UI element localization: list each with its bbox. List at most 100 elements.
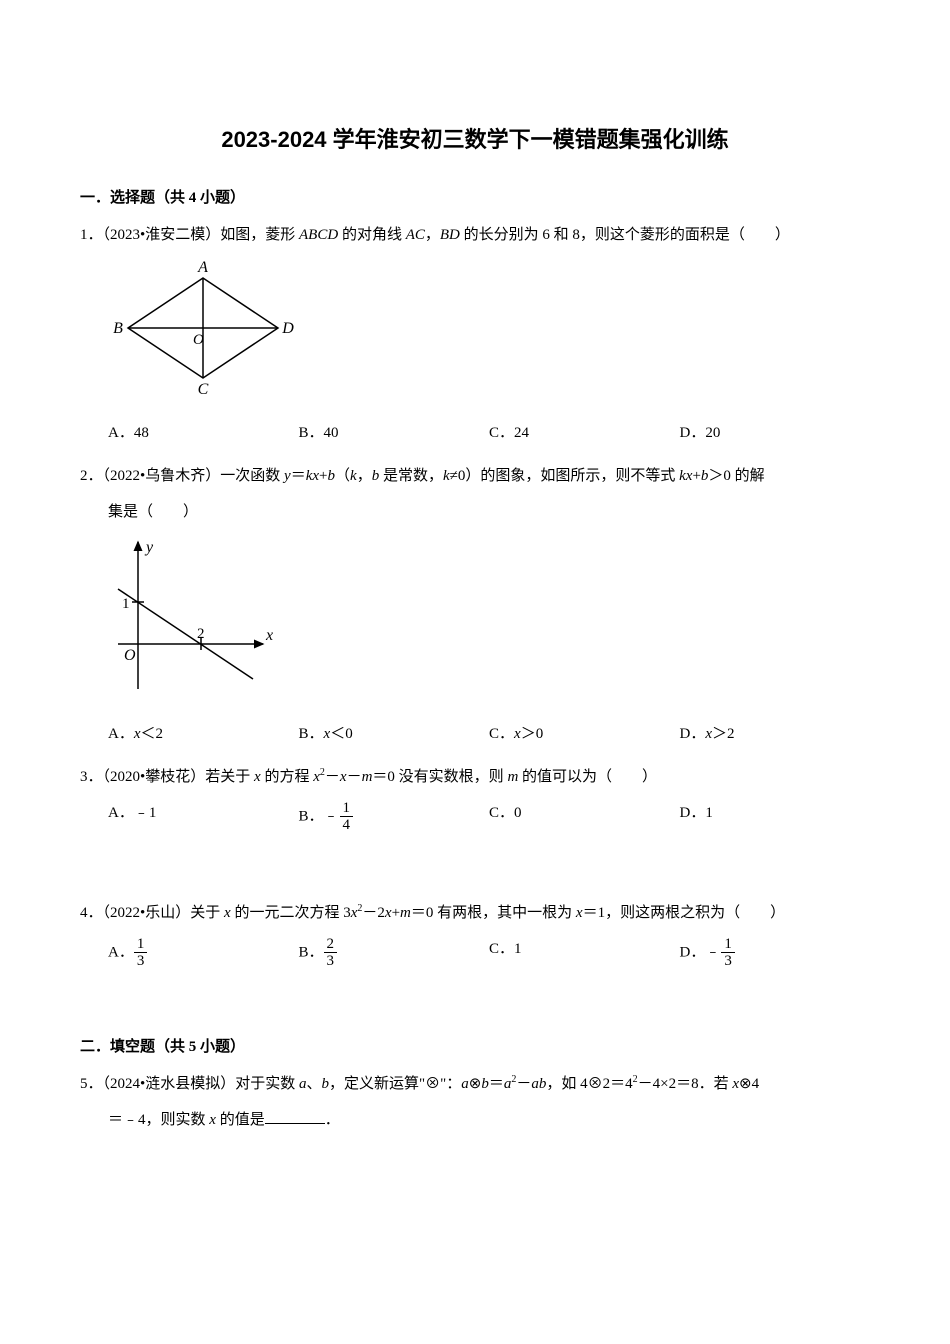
q4-x3: x (385, 905, 392, 921)
question-3: 3．（2020•攀枝花）若关于 x 的方程 x2－x－m＝0 没有实数根，则 m… (80, 762, 870, 834)
svg-text:1: 1 (122, 596, 130, 612)
q5-op: ⊗ (469, 1076, 482, 1092)
q1-text-3: ， (425, 227, 440, 243)
q3-option-c: C．0 (489, 800, 680, 834)
q5-line2: ＝﹣4，则实数 x 的值是 ． (80, 1107, 870, 1134)
svg-text:A: A (197, 259, 208, 276)
svg-text:B: B (113, 320, 123, 337)
q3-m2: m (507, 769, 518, 785)
svg-text:x: x (265, 627, 273, 644)
svg-text:2: 2 (197, 626, 205, 642)
q4-text-4: ＝1，则这两根之积为（ ） (583, 905, 786, 921)
q5-b: b (322, 1076, 330, 1092)
q5-text-6: ⊗4 (739, 1076, 759, 1092)
q3-x3: x (340, 769, 347, 785)
q3-option-b: B．﹣14 (299, 800, 490, 834)
q2-indent: 集是（ ） (80, 499, 870, 526)
question-5: 5．（2024•涟水县模拟）对于实数 a、b，定义新运算"⊗"：a⊗b＝a2－a… (80, 1069, 870, 1134)
question-3-text: 3．（2020•攀枝花）若关于 x 的方程 x2－x－m＝0 没有实数根，则 m… (80, 762, 870, 792)
q4-text-2: 的一元二次方程 3 (231, 905, 351, 921)
q5-text-1: 5．（2024•涟水县模拟）对于实数 (80, 1076, 299, 1092)
q3-option-d: D．1 (680, 800, 871, 834)
q2-text-3: ≠0）的图象，如图所示，则不等式 (450, 468, 679, 484)
q5-minus: － (516, 1076, 531, 1092)
q3-text-4: 的值可以为（ ） (518, 769, 657, 785)
q2-lparen: （ (335, 468, 350, 484)
q4-option-c: C．1 (489, 936, 680, 970)
q2-y: y (284, 468, 291, 484)
q2-eq: ＝ (291, 468, 306, 484)
q3-text-2: 的方程 (261, 769, 314, 785)
q3-x2: x (313, 769, 320, 785)
q1-var-bd: BD (440, 227, 460, 243)
q5-text-2: 、 (307, 1076, 322, 1092)
q1-text-4: 的长分别为 6 和 8，则这个菱形的面积是（ ） (460, 227, 790, 243)
q1-figure: A B C D O (80, 258, 870, 408)
q2-text-2: 是常数， (379, 468, 443, 484)
q2-option-b: B．x＜0 (299, 721, 490, 748)
q5-eq: ＝ (489, 1076, 504, 1092)
q5-ab: ab (531, 1076, 546, 1092)
q5-l2-1: ＝﹣4，则实数 (108, 1112, 209, 1128)
q1-option-d: D．20 (680, 420, 871, 447)
q5-a2: a (461, 1076, 469, 1092)
q2-comma: ， (357, 468, 372, 484)
q2-kx: kx (306, 468, 319, 484)
question-1-text: 1．（2023•淮安二模）如图，菱形 ABCD 的对角线 AC，BD 的长分别为… (80, 220, 870, 250)
q4-minus: －2 (362, 905, 385, 921)
q2-text-4: ＞0 的解 (708, 468, 764, 484)
q1-option-b: B．40 (299, 420, 490, 447)
svg-text:O: O (193, 332, 204, 348)
q3-x: x (254, 769, 261, 785)
q2-k2: k (443, 468, 450, 484)
q1-options: A．48 B．40 C．24 D．20 (80, 420, 870, 447)
q5-b2: b (481, 1076, 489, 1092)
svg-text:D: D (281, 320, 294, 337)
q5-l2-x: x (209, 1112, 216, 1128)
q5-l2-3: ． (325, 1112, 340, 1128)
q4-options: A．13 B．23 C．1 D．﹣13 (80, 936, 870, 970)
q4-text-1: 4．（2022•乐山）关于 (80, 905, 224, 921)
page-title: 2023-2024 学年淮安初三数学下一模错题集强化训练 (80, 120, 870, 160)
q1-var-abcd: ABCD (299, 227, 338, 243)
q2-options: A．x＜2 B．x＜0 C．x＞0 D．x＞2 (80, 721, 870, 748)
q1-text-1: 1．（2023•淮安二模）如图，菱形 (80, 227, 299, 243)
q3-text-1: 3．（2020•攀枝花）若关于 (80, 769, 254, 785)
q5-l2-2: 的值是 (216, 1112, 265, 1128)
svg-text:C: C (198, 381, 209, 398)
q1-option-c: C．24 (489, 420, 680, 447)
q2-figure: y x O 1 2 (80, 534, 870, 709)
q4-text-3: ＝0 有两根，其中一根为 (411, 905, 576, 921)
q1-text-2: 的对角线 (338, 227, 406, 243)
question-5-text: 5．（2024•涟水县模拟）对于实数 a、b，定义新运算"⊗"：a⊗b＝a2－a… (80, 1069, 870, 1099)
question-2-text: 2．（2022•乌鲁木齐）一次函数 y＝kx+b（k，b 是常数，k≠0）的图象… (80, 461, 870, 491)
q2-b: b (328, 468, 336, 484)
q4-x: x (224, 905, 231, 921)
question-4-text: 4．（2022•乐山）关于 x 的一元二次方程 3x2－2x+m＝0 有两根，其… (80, 898, 870, 928)
q2-option-a: A．x＜2 (108, 721, 299, 748)
svg-text:O: O (124, 647, 136, 664)
q5-text-3: ，定义新运算"⊗"： (329, 1076, 461, 1092)
q4-plus: + (392, 905, 400, 921)
q5-blank (265, 1109, 325, 1124)
q2-plus2: + (692, 468, 700, 484)
q2-option-c: C．x＞0 (489, 721, 680, 748)
q4-m: m (400, 905, 411, 921)
q5-text-4: ，如 4⊗2＝4 (546, 1076, 632, 1092)
section-2-header: 二．填空题（共 5 小题） (80, 1034, 870, 1061)
q4-option-a: A．13 (108, 936, 299, 970)
q4-option-b: B．23 (299, 936, 490, 970)
q1-var-ac: AC (406, 227, 425, 243)
q3-minus1: － (325, 769, 340, 785)
svg-text:y: y (144, 539, 154, 556)
q3-option-a: A．﹣1 (108, 800, 299, 834)
question-1: 1．（2023•淮安二模）如图，菱形 ABCD 的对角线 AC，BD 的长分别为… (80, 220, 870, 447)
q3-m: m (362, 769, 373, 785)
section-1-header: 一．选择题（共 4 小题） (80, 185, 870, 212)
q3-options: A．﹣1 B．﹣14 C．0 D．1 (80, 800, 870, 834)
q4-x4: x (576, 905, 583, 921)
rhombus-diagram: A B C D O (108, 258, 298, 398)
q2-text-1: 2．（2022•乌鲁木齐）一次函数 (80, 468, 284, 484)
q3-text-3: ＝0 没有实数根，则 (372, 769, 507, 785)
q2-plus: + (319, 468, 327, 484)
